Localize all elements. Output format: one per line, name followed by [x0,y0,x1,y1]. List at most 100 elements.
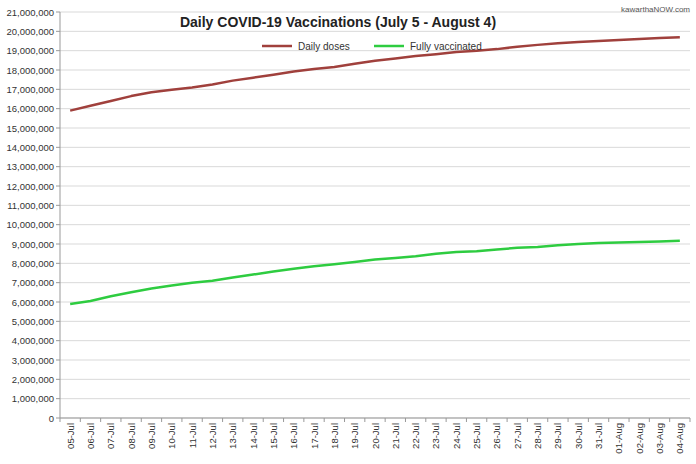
x-tick-label: 06-Jul [85,423,96,449]
x-tick-label: 01-Aug [613,423,624,454]
y-tick [56,224,60,225]
grid-line [60,282,690,283]
grid-line [60,166,690,167]
y-tick [56,50,60,51]
y-tick [56,398,60,399]
y-tick [56,147,60,148]
x-tick-label: 30-Jul [573,423,584,449]
y-tick-label: 20,000,000 [6,26,54,37]
y-tick-label: 8,000,000 [12,258,54,269]
x-tick-label: 31-Jul [593,423,604,449]
x-tick-label: 09-Jul [146,423,157,449]
y-tick-label: 14,000,000 [6,142,54,153]
x-tick-label: 07-Jul [105,423,116,449]
y-tick [56,340,60,341]
grid-line [60,89,690,90]
x-tick [507,418,508,422]
x-tick-label: 17-Jul [309,423,320,449]
x-tick [344,418,345,422]
x-tick [60,418,61,422]
title: Daily COVID-19 Vaccinations (July 5 - Au… [180,14,496,30]
grid-line [60,418,690,419]
y-tick [56,379,60,380]
x-tick [425,418,426,422]
grid-line [60,147,690,148]
y-tick [56,321,60,322]
x-tick-label: 05-Jul [65,423,76,449]
legend-swatch [262,45,292,48]
x-tick-label: 24-Jul [451,423,462,449]
y-tick-label: 9,000,000 [12,239,54,250]
grid-line [60,108,690,109]
x-tick [181,418,182,422]
x-tick [161,418,162,422]
x-tick-label: 16-Jul [288,423,299,449]
series-line [70,241,680,304]
x-tick [100,418,101,422]
x-tick [629,418,630,422]
y-tick [56,12,60,13]
x-axis [60,418,690,419]
legend-swatch [374,45,404,48]
x-tick [324,418,325,422]
y-tick-label: 0 [49,413,54,424]
x-tick [364,418,365,422]
x-tick-label: 10-Jul [166,423,177,449]
y-tick-label: 1,000,000 [12,393,54,404]
y-tick-label: 4,000,000 [12,335,54,346]
x-tick [283,418,284,422]
x-tick-label: 28-Jul [532,423,543,449]
y-tick-label: 19,000,000 [6,45,54,56]
x-tick [649,418,650,422]
y-tick [56,108,60,109]
y-tick [56,244,60,245]
x-tick-label: 23-Jul [430,423,441,449]
lines [70,37,680,304]
annotation: kawarthaNOW.com [621,5,690,14]
y-tick-label: 5,000,000 [12,316,54,327]
x-tick [608,418,609,422]
grid-line [60,379,690,380]
y-tick-label: 15,000,000 [6,123,54,134]
x-tick-label: 20-Jul [370,423,381,449]
y-tick [56,302,60,303]
x-tick [303,418,304,422]
x-tick-label: 12-Jul [207,423,218,449]
grid-line [60,398,690,399]
grid-line [60,50,690,51]
x-tick-label: 29-Jul [552,423,563,449]
x-tick-label: 04-Aug [674,423,685,454]
x-tick [202,418,203,422]
y-tick [56,31,60,32]
x-tick-label: 03-Aug [654,423,665,454]
grid-line [60,128,690,129]
y-tick [56,128,60,129]
x-tick-label: 08-Jul [126,423,137,449]
grid-line [60,70,690,71]
grid-line [60,186,690,187]
y-tick-label: 18,000,000 [6,65,54,76]
x-tick [669,418,670,422]
x-tick [547,418,548,422]
grid-line [60,12,690,13]
y-tick [56,89,60,90]
y-tick-label: 16,000,000 [6,103,54,114]
grid-line [60,302,690,303]
y-tick-label: 3,000,000 [12,355,54,366]
x-tick-label: 13-Jul [227,423,238,449]
y-tick [56,205,60,206]
grid-line [60,205,690,206]
grid-line [60,224,690,225]
legend: Daily dosesFully vaccinated [262,41,482,52]
x-tick [568,418,569,422]
x-tick-label: 27-Jul [512,423,523,449]
y-tick-label: 21,000,000 [6,7,54,18]
y-tick-label: 2,000,000 [12,374,54,385]
grid-line [60,340,690,341]
y-tick [56,282,60,283]
y-tick [56,186,60,187]
grid-line [60,263,690,264]
grid-line [60,31,690,32]
grid-line [60,360,690,361]
x-tick-label: 02-Aug [634,423,645,454]
